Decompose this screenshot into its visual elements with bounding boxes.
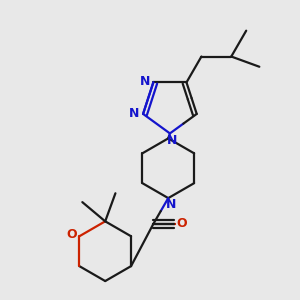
Text: N: N: [129, 107, 139, 120]
Text: N: N: [166, 198, 176, 211]
Text: O: O: [67, 228, 77, 241]
Text: N: N: [167, 134, 178, 147]
Text: O: O: [176, 218, 187, 230]
Text: N: N: [140, 75, 150, 88]
